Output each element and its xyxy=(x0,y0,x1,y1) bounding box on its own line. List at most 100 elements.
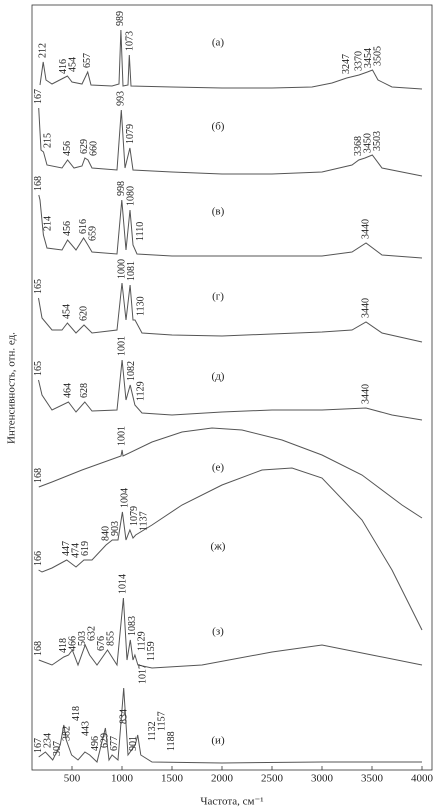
peak-label: 1079 xyxy=(125,124,136,144)
spectrum-label: (д) xyxy=(212,371,225,383)
peak-label: 503 xyxy=(77,631,88,646)
peak-label: 1188 xyxy=(166,731,177,751)
spectrum-line xyxy=(38,427,423,519)
peak-label: 1081 xyxy=(126,261,137,281)
x-tick-label: 3500 xyxy=(361,773,384,785)
x-tick-label: 3000 xyxy=(311,773,334,785)
peak-label: 1001 xyxy=(116,336,127,356)
spectrum-label: (и) xyxy=(211,735,225,747)
peak-label: 628 xyxy=(79,383,90,398)
peak-label: 659 xyxy=(87,226,98,241)
peak-label: 474 xyxy=(70,543,81,558)
peak-label: 167 xyxy=(33,89,44,104)
spectrum-label: (ж) xyxy=(211,541,226,553)
peak-label: 1083 xyxy=(127,616,138,636)
peak-label: 166 xyxy=(33,551,44,566)
spectrum-line xyxy=(38,194,423,259)
peak-label: 1130 xyxy=(135,296,146,316)
spectrum-label: (в) xyxy=(212,206,225,218)
peak-label: 834 xyxy=(118,709,129,724)
spectrum-line xyxy=(38,282,423,343)
peak-label: 234 xyxy=(42,733,53,748)
peak-label: 620 xyxy=(78,306,89,321)
peak-label: 464 xyxy=(63,383,74,398)
peak-label: 3247 xyxy=(341,54,352,74)
x-tick-label: 4000 xyxy=(411,773,434,785)
x-tick-label: 2500 xyxy=(261,773,284,785)
peak-label: 168 xyxy=(33,176,44,191)
peak-label: 676 xyxy=(96,636,107,651)
peak-label: 212 xyxy=(37,43,48,58)
peak-label: 3440 xyxy=(360,219,371,239)
peak-label: 454 xyxy=(67,57,78,72)
peak-label: 993 xyxy=(116,91,127,106)
peak-label: 619 xyxy=(80,541,91,556)
y-axis-label: Интенсивность, отн. ед. xyxy=(6,332,18,444)
x-tick-label: 2000 xyxy=(211,773,234,785)
peak-label: 1080 xyxy=(126,186,137,206)
peak-label: 214 xyxy=(43,216,54,231)
x-tick-label: 1500 xyxy=(161,773,184,785)
peak-label: 998 xyxy=(116,181,127,196)
peak-label: 1079 xyxy=(129,506,140,526)
spectrum-line xyxy=(38,597,423,669)
spectrum-label: (а) xyxy=(212,37,225,49)
peak-label: 416 xyxy=(58,59,69,74)
peak-label: 447 xyxy=(61,541,72,556)
peak-label: 382 xyxy=(61,726,72,741)
peak-label: 629 xyxy=(79,139,90,154)
peak-label: 1110 xyxy=(135,222,146,241)
x-axis-label: Частота, см⁻¹ xyxy=(200,796,263,808)
spectrum-label: (б) xyxy=(212,121,225,133)
peak-label: 901 xyxy=(128,736,139,751)
peak-label: 165 xyxy=(33,279,44,294)
peak-label: 657 xyxy=(82,53,93,68)
peak-label: 3454 xyxy=(363,48,374,68)
peak-label: 168 xyxy=(33,641,44,656)
peak-label: 840 xyxy=(100,526,111,541)
peak-label: 1000 xyxy=(116,259,127,279)
peak-label: 3503 xyxy=(372,131,383,151)
peak-label: 616 xyxy=(78,219,89,234)
peak-label: 456 xyxy=(62,221,73,236)
peak-label: 1129 xyxy=(135,381,146,401)
peak-label: 443 xyxy=(80,721,91,736)
peak-label: 1073 xyxy=(125,31,136,51)
peak-label: 1157 xyxy=(156,711,167,731)
peak-label: 165 xyxy=(33,361,44,376)
spectrum-label: (з) xyxy=(212,626,224,638)
peak-label: 1082 xyxy=(126,361,137,381)
spectrum-label: (г) xyxy=(212,291,224,303)
spectrum-line xyxy=(38,687,422,764)
peak-label: 496 xyxy=(90,736,101,751)
peak-label: 3368 xyxy=(353,136,364,156)
peak-label: 3505 xyxy=(372,46,383,66)
peak-label: 3450 xyxy=(363,133,374,153)
peak-label: 855 xyxy=(106,631,117,646)
peak-label: 1132 xyxy=(147,721,158,741)
peak-label: 307 xyxy=(52,741,63,756)
peak-label: 677 xyxy=(109,736,120,751)
peak-label: 3440 xyxy=(360,298,371,318)
peak-label: 456 xyxy=(62,141,73,156)
spectrum-line xyxy=(39,29,423,90)
peak-label: 903 xyxy=(110,521,121,536)
peak-label: 3440 xyxy=(360,384,371,404)
peak-label: 466 xyxy=(68,636,79,651)
peak-label: 1137 xyxy=(138,511,149,531)
x-tick-label: 1000 xyxy=(111,773,134,785)
peak-label: 989 xyxy=(115,11,126,26)
peak-label: 629 xyxy=(99,733,110,748)
peak-label: 660 xyxy=(89,141,100,156)
peak-label: 3370 xyxy=(353,51,364,71)
spectrum-label: (е) xyxy=(212,462,225,474)
spectrum-line xyxy=(38,359,423,421)
peak-label: 1017 xyxy=(137,664,148,684)
peak-label: 1159 xyxy=(146,641,157,661)
plot-frame xyxy=(31,4,433,771)
peak-label: 418 xyxy=(71,706,82,721)
peak-label: 215 xyxy=(42,133,53,148)
x-tick-label: 500 xyxy=(64,773,81,785)
peak-label: 1004 xyxy=(119,488,130,508)
spectrum-line xyxy=(38,107,423,177)
